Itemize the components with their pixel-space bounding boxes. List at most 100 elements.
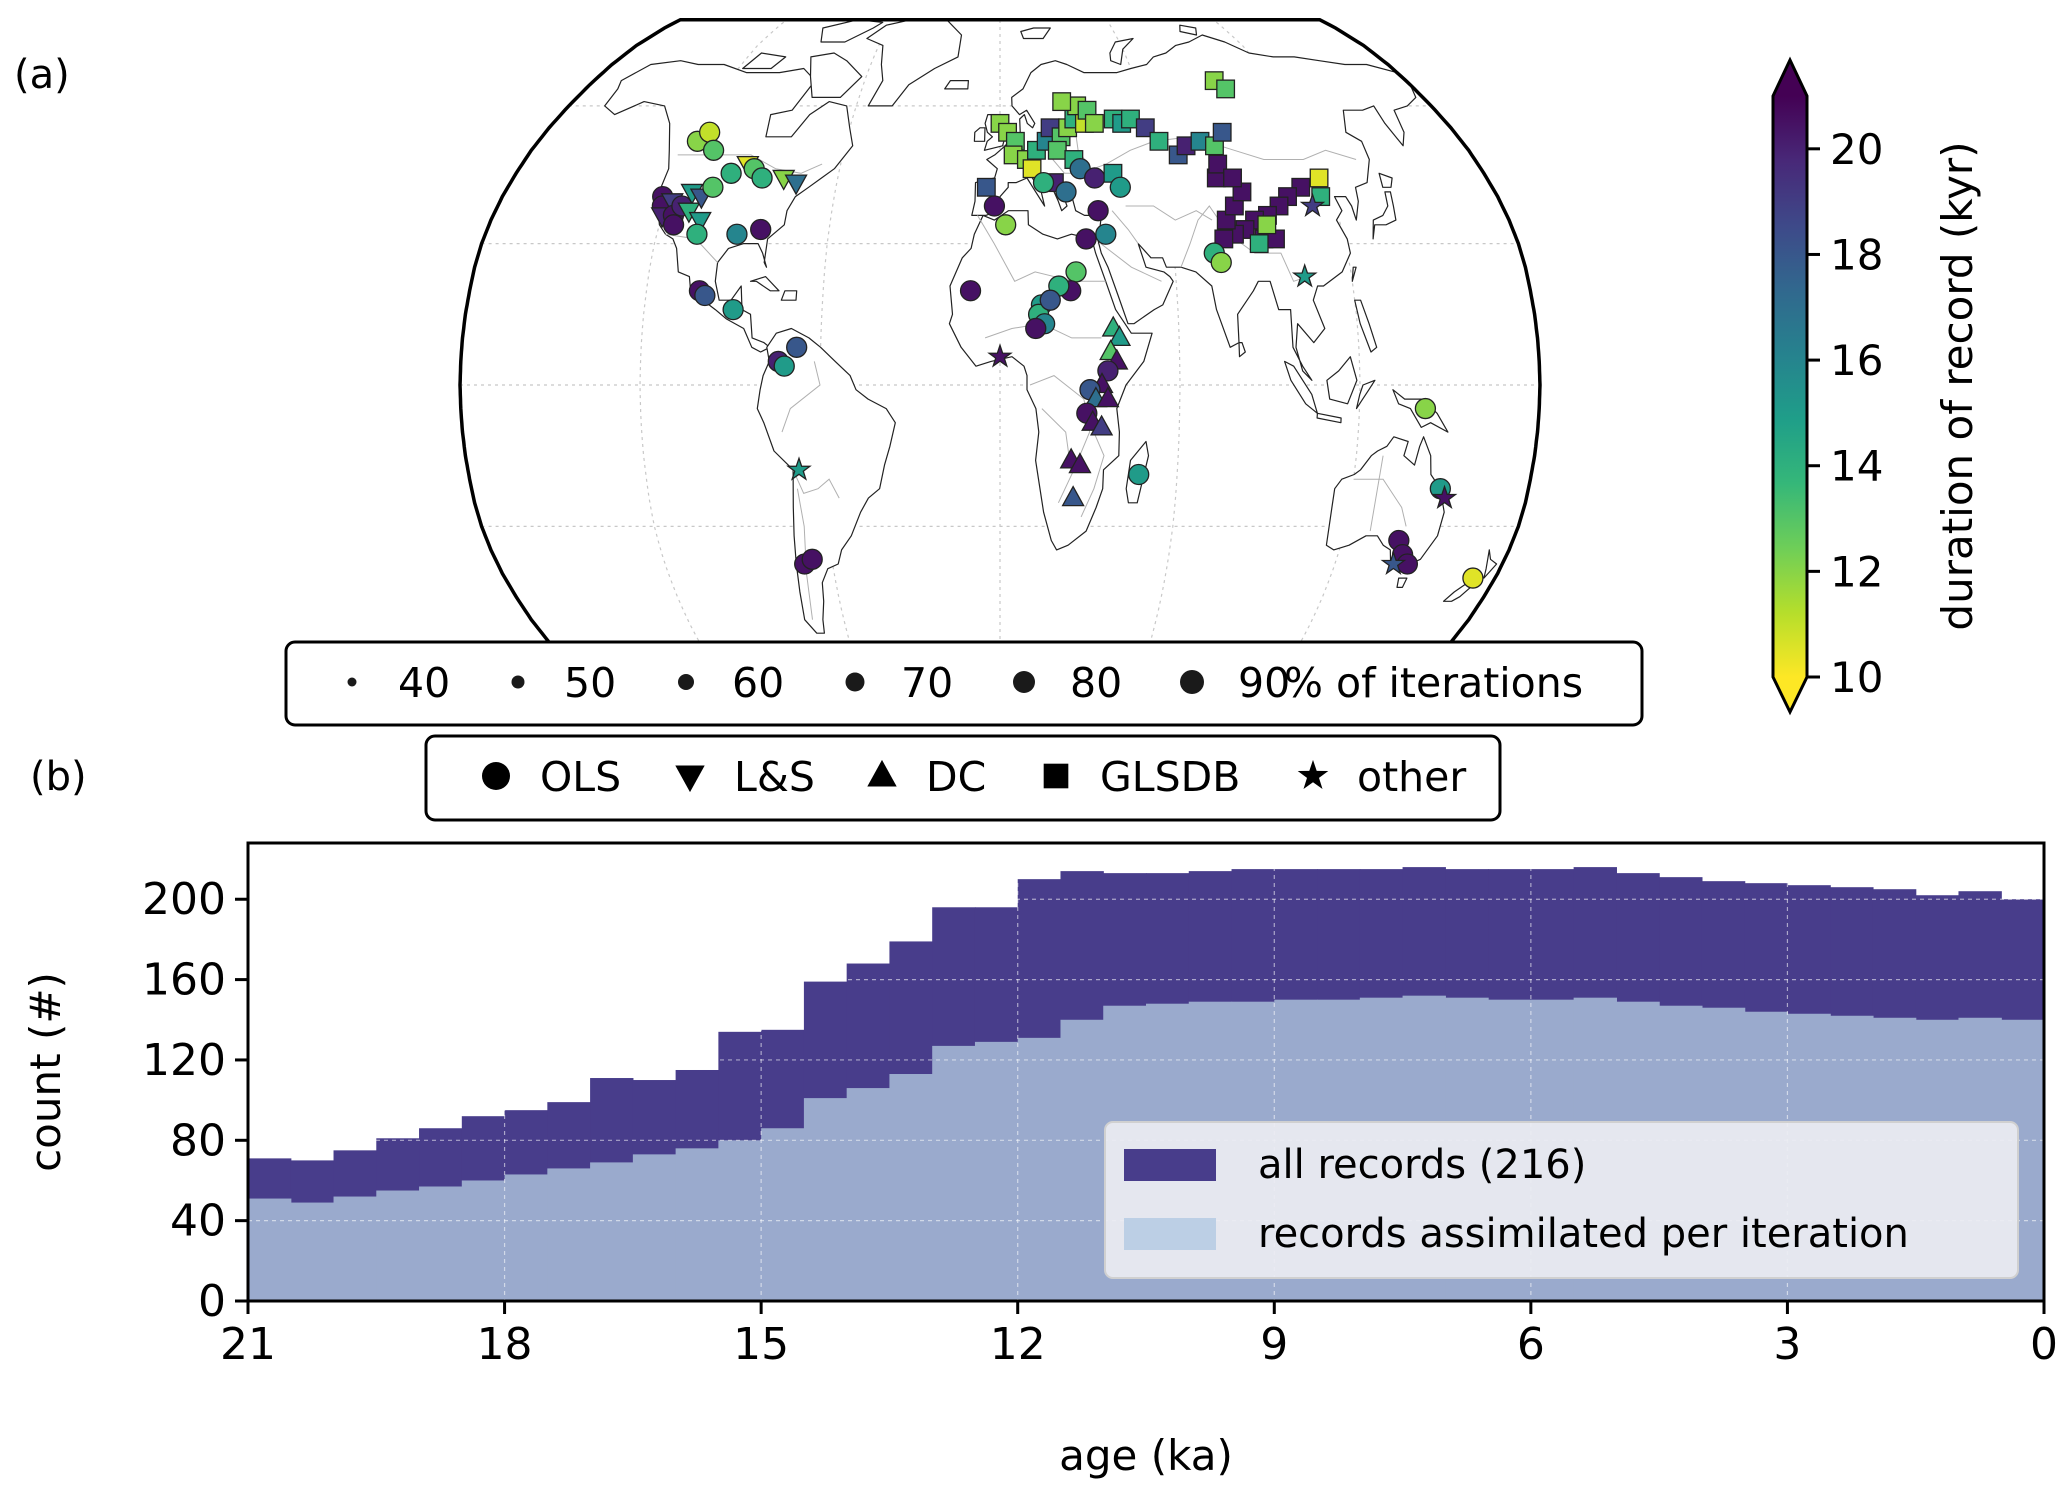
size-legend-marker xyxy=(511,675,525,689)
colorbar: 10 12 14 16 18 20 duration of record (kyr) xyxy=(1771,56,1982,716)
colorbar-min-extension xyxy=(1773,677,1807,712)
record-marker-circle xyxy=(773,355,795,377)
record-marker-triangle-up xyxy=(1089,414,1114,436)
land-baffin xyxy=(809,52,863,98)
record-marker-square xyxy=(1208,154,1228,174)
x-tick-label: 18 xyxy=(477,1319,533,1370)
record-marker-circle xyxy=(750,218,772,241)
legend-label-records-assimilated: records assimilated per iteration xyxy=(1258,1211,1909,1257)
size-legend: 40 50 60 70 80 90% of iterations xyxy=(284,640,1644,727)
colorbar-label: duration of record (kyr) xyxy=(1933,141,1982,630)
land-severnaya xyxy=(1179,24,1198,36)
land-nz-north xyxy=(1483,549,1498,579)
record-marker-star xyxy=(987,343,1013,368)
record-marker-square xyxy=(1149,131,1169,151)
world-map xyxy=(458,17,1542,666)
country-border xyxy=(677,154,823,174)
record-marker-circle xyxy=(686,223,708,245)
count-bar xyxy=(761,1128,805,1301)
record-marker-circle xyxy=(1414,397,1437,420)
land-novaya-zemlya xyxy=(1109,37,1134,66)
land-sulawesi xyxy=(1355,379,1376,410)
count-bar xyxy=(974,1041,1019,1301)
colorbar-tick-label: 20 xyxy=(1830,125,1883,174)
legend-label-all-records: all records (216) xyxy=(1258,1142,1586,1188)
marker-legend-label: L&S xyxy=(734,753,815,801)
land-taiwan xyxy=(1351,266,1357,282)
land-tasmania xyxy=(1396,577,1408,588)
record-marker-circle xyxy=(1055,181,1077,203)
x-axis-label: age (ka) xyxy=(1059,1431,1233,1480)
record-marker-square xyxy=(1309,168,1329,188)
country-border xyxy=(796,488,813,620)
record-marker-square xyxy=(1052,92,1072,112)
country-border xyxy=(1125,205,1213,221)
legend-swatch-all-records xyxy=(1124,1149,1216,1181)
record-marker-circle xyxy=(1083,167,1106,189)
meridian-line xyxy=(1095,19,1181,665)
land-sri-lanka xyxy=(1238,342,1246,358)
record-marker-circle xyxy=(995,214,1017,236)
record-marker-star xyxy=(1299,192,1326,217)
marker-legend: OLS L&S DC GLSDB other xyxy=(424,734,1502,822)
record-marker-square xyxy=(1212,122,1232,142)
map-record-markers xyxy=(650,71,1484,589)
chart-legend: all records (216) records assimilated pe… xyxy=(1104,1121,2019,1279)
marker-legend-box xyxy=(424,734,1502,822)
x-tick-label: 15 xyxy=(733,1319,789,1370)
record-marker-triangle-up xyxy=(1061,485,1085,507)
colorbar-tick-label: 12 xyxy=(1830,547,1883,596)
record-marker-triangle-up xyxy=(1107,325,1132,347)
x-tick-label: 3 xyxy=(1773,1319,1801,1370)
count-bar xyxy=(290,1202,335,1301)
record-marker-circle xyxy=(983,195,1006,217)
record-marker-circle xyxy=(1462,567,1484,589)
land-victoria-island xyxy=(742,52,787,70)
count-bar xyxy=(1060,1019,1104,1301)
count-bar xyxy=(461,1180,506,1301)
size-legend-label: 90 xyxy=(1238,659,1290,707)
panel-b-label: (b) xyxy=(30,754,87,800)
record-marker-circle xyxy=(662,214,685,236)
size-legend-label: 70 xyxy=(901,659,953,707)
colorbar-max-extension xyxy=(1773,60,1807,96)
x-tick-label: 6 xyxy=(1517,1319,1545,1370)
record-marker-square xyxy=(1084,113,1104,133)
record-marker-circle xyxy=(702,139,725,161)
land-svalbard xyxy=(1020,27,1051,40)
marker-legend-label: other xyxy=(1357,753,1466,801)
record-marker-square xyxy=(1022,159,1042,179)
marker-legend-label: OLS xyxy=(540,753,621,801)
x-tick-label: 12 xyxy=(990,1319,1046,1370)
size-legend-label: 60 xyxy=(732,659,784,707)
record-marker-star xyxy=(1291,263,1318,288)
record-marker-circle xyxy=(1075,228,1097,250)
colorbar-bar xyxy=(1773,96,1807,677)
marker-legend-triangle-down-icon xyxy=(675,765,705,793)
marker-legend-label: GLSDB xyxy=(1100,753,1240,801)
record-marker-square xyxy=(1216,79,1236,99)
size-legend-label: 40 xyxy=(398,659,450,707)
country-border xyxy=(1111,210,1139,244)
count-bar xyxy=(675,1148,719,1301)
count-bar xyxy=(547,1168,591,1301)
marker-legend-star-icon xyxy=(1297,759,1329,789)
record-marker-circle xyxy=(959,280,982,302)
record-marker-circle xyxy=(726,223,748,245)
record-marker-circle xyxy=(1109,176,1131,198)
count-bar xyxy=(590,1162,634,1301)
record-marker-square xyxy=(1257,215,1277,235)
record-marker-square xyxy=(1249,234,1269,254)
record-marker-circle xyxy=(1095,223,1117,245)
record-marker-circle xyxy=(1210,251,1232,274)
record-marker-circle xyxy=(1087,200,1109,222)
chart-legend-box xyxy=(1104,1121,2019,1279)
colorbar-tick-label: 10 xyxy=(1830,653,1883,702)
record-marker-circle xyxy=(1065,261,1087,283)
size-legend-label: 80 xyxy=(1070,659,1122,707)
record-marker-square xyxy=(1214,229,1234,249)
count-bar xyxy=(632,1154,677,1301)
land-cuba xyxy=(749,276,780,292)
size-legend-marker xyxy=(1180,670,1204,694)
country-border xyxy=(1353,478,1407,527)
